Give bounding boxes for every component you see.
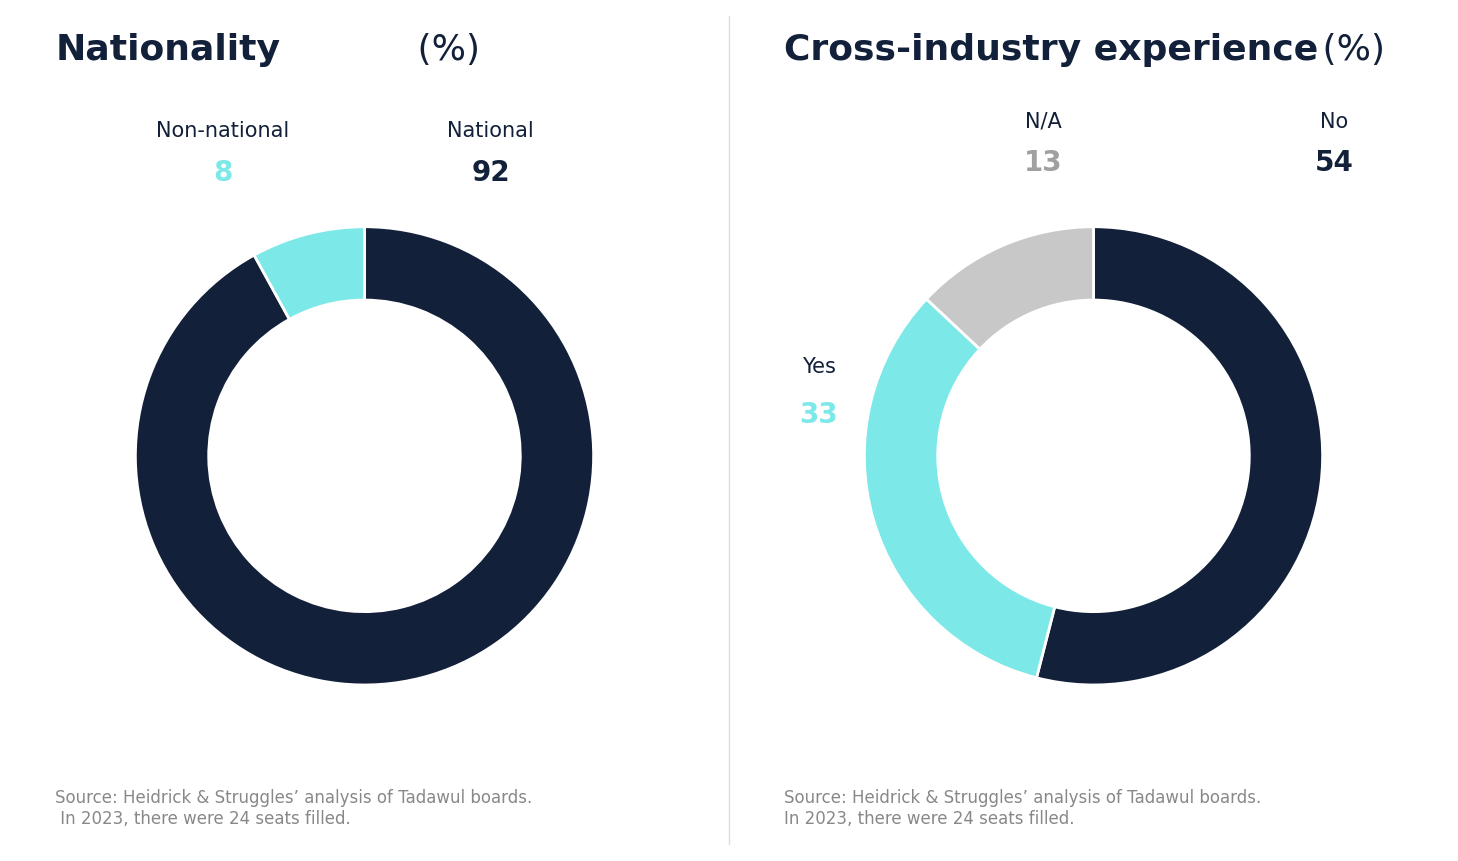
Text: 33: 33 bbox=[799, 401, 838, 429]
Text: Source: Heidrick & Struggles’ analysis of Tadawul boards.
 In 2023, there were 2: Source: Heidrick & Struggles’ analysis o… bbox=[55, 788, 532, 827]
Text: 92: 92 bbox=[471, 158, 510, 186]
Wedge shape bbox=[1037, 227, 1322, 685]
Wedge shape bbox=[254, 227, 364, 320]
Text: Cross-industry experience: Cross-industry experience bbox=[784, 34, 1318, 67]
Text: Source: Heidrick & Struggles’ analysis of Tadawul boards.
In 2023, there were 24: Source: Heidrick & Struggles’ analysis o… bbox=[784, 788, 1261, 827]
Text: N/A: N/A bbox=[1025, 111, 1061, 132]
Text: Yes: Yes bbox=[802, 356, 835, 376]
Wedge shape bbox=[865, 300, 1054, 678]
Text: 54: 54 bbox=[1315, 149, 1353, 177]
Wedge shape bbox=[926, 227, 1094, 350]
Text: 13: 13 bbox=[1024, 149, 1063, 177]
Text: Non-national: Non-national bbox=[156, 121, 289, 140]
Text: No: No bbox=[1319, 111, 1349, 132]
Text: National: National bbox=[448, 121, 534, 140]
Text: (%): (%) bbox=[1311, 34, 1385, 67]
Text: Nationality: Nationality bbox=[55, 34, 280, 67]
Text: (%): (%) bbox=[405, 34, 480, 67]
Text: 8: 8 bbox=[213, 158, 232, 186]
Wedge shape bbox=[136, 227, 593, 685]
